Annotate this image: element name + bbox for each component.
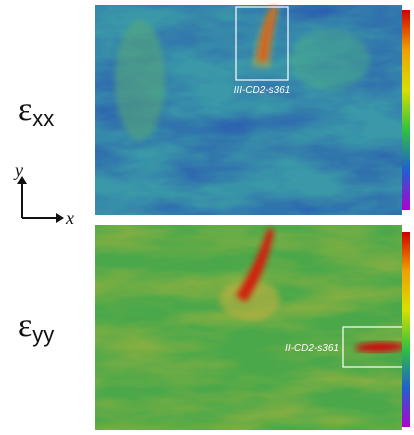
strain-map-yy: II-CD2-s361	[95, 225, 412, 430]
panel-label: εyy	[18, 307, 54, 347]
figure: III-CD2-s361 II-CD2-s361 εxx εyy y x	[0, 0, 414, 435]
symbol: ε	[18, 91, 32, 128]
annotation: II-CD2-s361	[285, 343, 339, 354]
axes-indicator	[17, 176, 64, 223]
subscript: yy	[32, 322, 54, 347]
strain-map-xx: III-CD2-s361	[95, 5, 410, 215]
symbol: ε	[18, 307, 32, 344]
axis-label: x	[65, 208, 74, 228]
panel-label: εxx	[18, 91, 54, 131]
axis-label: y	[13, 160, 23, 180]
subscript: xx	[32, 106, 54, 131]
annotation: III-CD2-s361	[234, 85, 291, 96]
